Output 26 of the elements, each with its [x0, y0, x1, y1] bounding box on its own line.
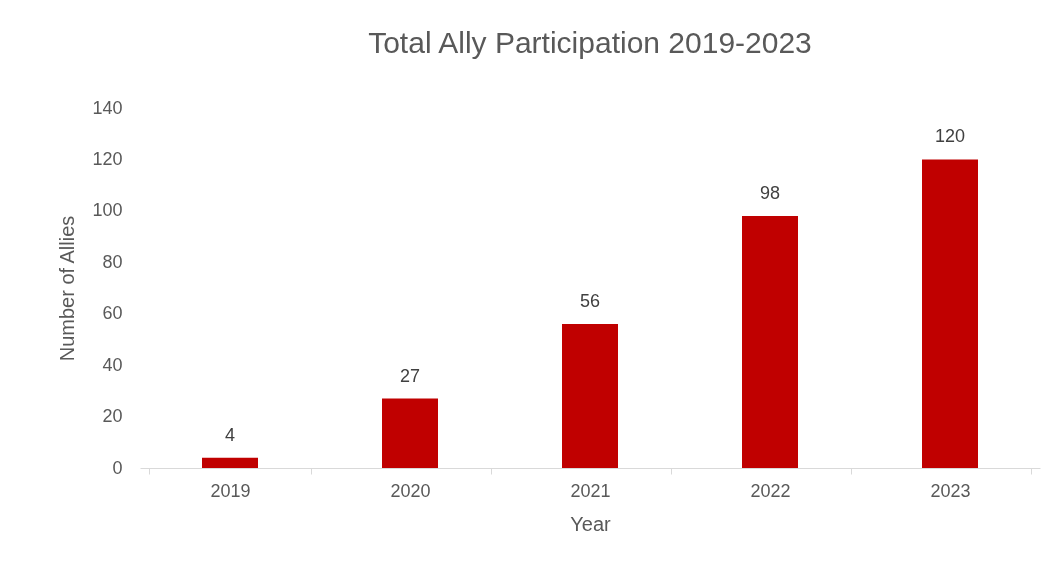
bar: [562, 324, 618, 468]
y-tick-label: 80: [102, 251, 123, 272]
data-label: 56: [579, 291, 601, 311]
data-label: 120: [934, 126, 966, 147]
bar: [742, 216, 798, 468]
x-tick-label: 2019: [210, 480, 251, 501]
y-axis-title: Number of Allies: [56, 215, 79, 362]
y-tick-label: 60: [102, 303, 123, 324]
x-tick-label: 2023: [930, 480, 971, 501]
y-tick-label: 100: [92, 200, 123, 221]
x-tick-label: 2022: [750, 480, 791, 501]
y-tick-label: 20: [102, 406, 123, 427]
bar: [202, 457, 258, 468]
y-tick-label: 140: [92, 97, 123, 118]
y-tick-label: 0: [112, 457, 123, 478]
y-tick-label: 120: [92, 148, 123, 169]
chart-title: Total Ally Participation 2019-2023: [368, 26, 812, 59]
bar: [922, 159, 978, 468]
x-tick-label: 2021: [570, 480, 611, 501]
data-label: 4: [224, 424, 236, 445]
y-tick-label: 40: [102, 354, 123, 375]
data-label: 27: [399, 365, 421, 386]
x-tick-label: 2020: [390, 480, 431, 501]
x-axis-title: Year: [570, 512, 612, 535]
data-label: 98: [759, 183, 781, 203]
bar: [382, 398, 438, 468]
